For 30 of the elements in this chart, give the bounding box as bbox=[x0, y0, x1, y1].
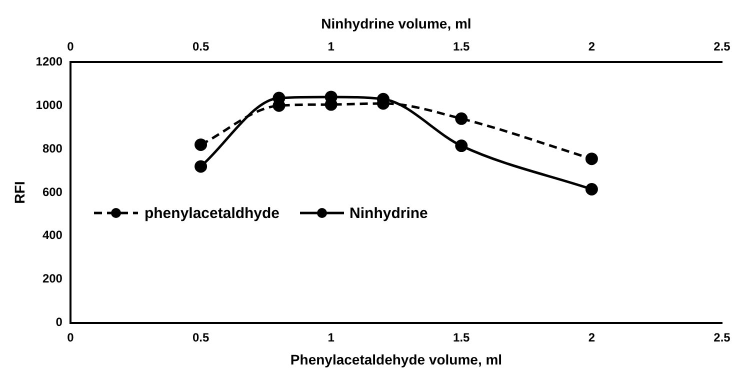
legend-label: Ninhydrine bbox=[350, 204, 428, 222]
y-tick-label: 1000 bbox=[36, 98, 63, 112]
x2-tick-label: 0 bbox=[67, 330, 74, 344]
point bbox=[585, 182, 598, 196]
x-tick-label: 0 bbox=[67, 39, 74, 54]
x-axis-title: Phenylacetaldehyde volume, ml bbox=[290, 351, 502, 368]
x-tick-label: 2.5 bbox=[714, 39, 731, 54]
x2-tick-label: 1.5 bbox=[453, 330, 470, 344]
point bbox=[455, 140, 468, 152]
x2-tick-label: 2 bbox=[588, 330, 596, 344]
point bbox=[455, 112, 468, 125]
legend-label: phenylacetaldhyde bbox=[144, 204, 280, 222]
y-tick-label: 800 bbox=[42, 141, 63, 156]
y-tick-label: 1200 bbox=[36, 54, 63, 69]
x2-tick-label: 2.5 bbox=[714, 330, 731, 344]
point bbox=[194, 160, 208, 173]
x-tick-label: 1.5 bbox=[453, 39, 470, 54]
y-tick-label: 0 bbox=[56, 315, 63, 330]
y-tick-label: 400 bbox=[42, 228, 63, 242]
y-axis-title: RFI bbox=[11, 181, 28, 204]
x2-tick-label: 1 bbox=[328, 330, 335, 344]
x-tick-label: 2 bbox=[588, 39, 596, 54]
point bbox=[585, 152, 598, 166]
point bbox=[194, 138, 208, 151]
y-tick-label: 600 bbox=[42, 184, 63, 199]
y-tick-label: 200 bbox=[42, 272, 63, 286]
x-tick-label: 1 bbox=[328, 39, 335, 54]
x-tick-label: 0.5 bbox=[192, 39, 210, 54]
x2-tick-label: 0.5 bbox=[192, 330, 210, 344]
x2-axis-title: Ninhydrine volume, ml bbox=[321, 15, 472, 32]
